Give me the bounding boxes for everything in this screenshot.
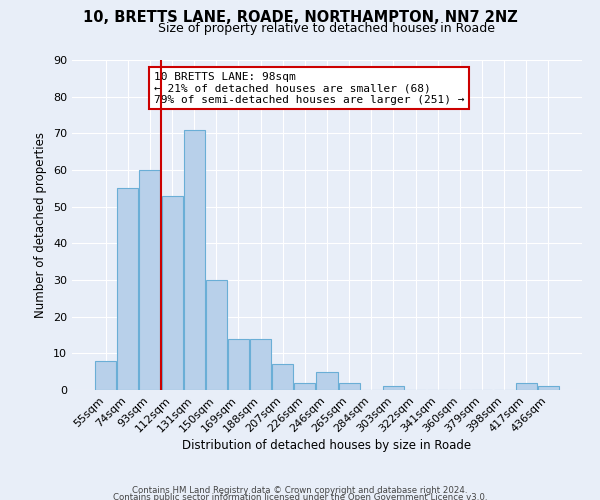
Bar	[206, 280, 227, 390]
Bar	[161, 196, 182, 390]
Text: Contains HM Land Registry data © Crown copyright and database right 2024.: Contains HM Land Registry data © Crown c…	[132, 486, 468, 495]
Bar	[118, 188, 139, 390]
Bar	[338, 382, 359, 390]
Bar	[95, 360, 116, 390]
Y-axis label: Number of detached properties: Number of detached properties	[34, 132, 47, 318]
Text: Contains public sector information licensed under the Open Government Licence v3: Contains public sector information licen…	[113, 494, 487, 500]
Text: 10 BRETTS LANE: 98sqm
← 21% of detached houses are smaller (68)
79% of semi-deta: 10 BRETTS LANE: 98sqm ← 21% of detached …	[154, 72, 464, 105]
Bar	[228, 338, 249, 390]
Bar	[295, 382, 316, 390]
Bar	[316, 372, 338, 390]
Bar	[139, 170, 160, 390]
X-axis label: Distribution of detached houses by size in Roade: Distribution of detached houses by size …	[182, 440, 472, 452]
Bar	[184, 130, 205, 390]
Bar	[383, 386, 404, 390]
Bar	[538, 386, 559, 390]
Text: 10, BRETTS LANE, ROADE, NORTHAMPTON, NN7 2NZ: 10, BRETTS LANE, ROADE, NORTHAMPTON, NN7…	[83, 10, 517, 25]
Bar	[515, 382, 536, 390]
Bar	[250, 338, 271, 390]
Bar	[272, 364, 293, 390]
Title: Size of property relative to detached houses in Roade: Size of property relative to detached ho…	[158, 22, 496, 35]
